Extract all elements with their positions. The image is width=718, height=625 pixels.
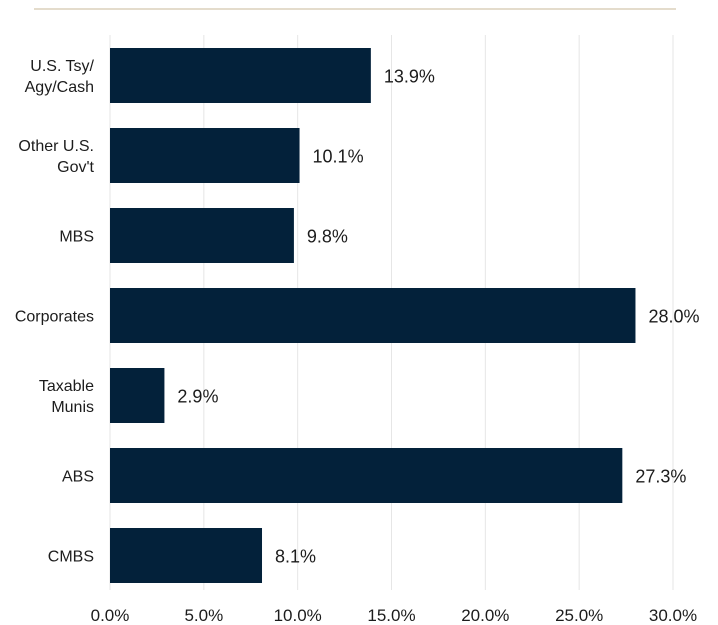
value-label: 2.9% [177,387,218,407]
bar [110,208,294,263]
category-label: CMBS [48,549,94,566]
value-labels: 13.9% 10.1% 9.8% 28.0% 2.9% 27.3% 8.1% [177,67,699,567]
value-label: 13.9% [384,67,435,87]
value-label: 9.8% [307,227,348,247]
value-label: 8.1% [275,547,316,567]
category-labels: U.S. Tsy/Agy/Cash Other U.S. Gov't MBS Corpo… [15,58,95,566]
bars [110,48,636,583]
x-tick-label: 5.0% [184,606,223,625]
x-axis-tick-labels: 0.0% 5.0% 10.0% 15.0% 20.0% 25.0% 30.0% [91,606,697,625]
category-label: Corporates [15,309,94,326]
x-tick-label: 20.0% [461,606,509,625]
category-label: ABS [62,469,94,486]
bar [110,48,371,103]
x-tick-label: 10.0% [274,606,322,625]
value-label: 28.0% [648,307,699,327]
bar [110,368,165,423]
bar [110,448,623,503]
category-label: Other U.S. Gov't [18,138,94,176]
bar [110,288,636,343]
x-tick-label: 30.0% [649,606,697,625]
value-label: 10.1% [313,147,364,167]
x-tick-label: 0.0% [91,606,130,625]
bar [110,528,263,583]
category-label: Taxable Munis [39,378,94,416]
category-label: U.S. Tsy/Agy/Cash [25,58,95,96]
x-tick-label: 25.0% [555,606,603,625]
category-label: MBS [59,229,94,246]
value-label: 27.3% [635,467,686,487]
bar [110,128,300,183]
x-tick-label: 15.0% [367,606,415,625]
